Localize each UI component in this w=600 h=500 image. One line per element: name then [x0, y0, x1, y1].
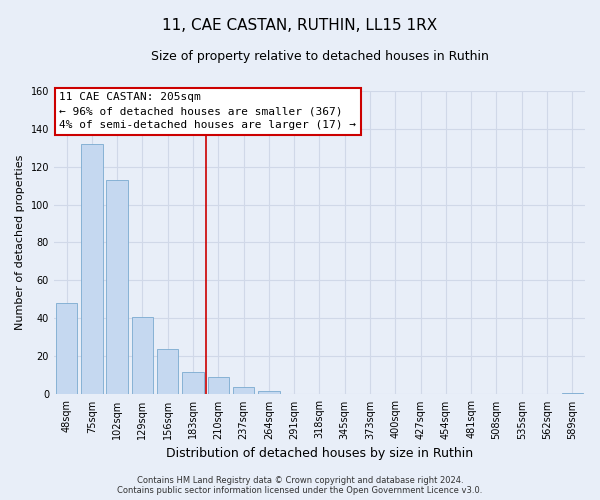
- Bar: [157, 349, 178, 395]
- Y-axis label: Number of detached properties: Number of detached properties: [15, 155, 25, 330]
- Title: Size of property relative to detached houses in Ruthin: Size of property relative to detached ho…: [151, 50, 488, 63]
- Bar: [56, 304, 77, 394]
- Bar: [81, 144, 103, 394]
- Text: 11 CAE CASTAN: 205sqm
← 96% of detached houses are smaller (367)
4% of semi-deta: 11 CAE CASTAN: 205sqm ← 96% of detached …: [59, 92, 356, 130]
- Text: Contains HM Land Registry data © Crown copyright and database right 2024.
Contai: Contains HM Land Registry data © Crown c…: [118, 476, 482, 495]
- Bar: [258, 390, 280, 394]
- Bar: [562, 392, 583, 394]
- Bar: [106, 180, 128, 394]
- Bar: [208, 378, 229, 394]
- Bar: [131, 316, 153, 394]
- Bar: [233, 387, 254, 394]
- Text: 11, CAE CASTAN, RUTHIN, LL15 1RX: 11, CAE CASTAN, RUTHIN, LL15 1RX: [163, 18, 437, 32]
- Bar: [182, 372, 204, 394]
- X-axis label: Distribution of detached houses by size in Ruthin: Distribution of detached houses by size …: [166, 447, 473, 460]
